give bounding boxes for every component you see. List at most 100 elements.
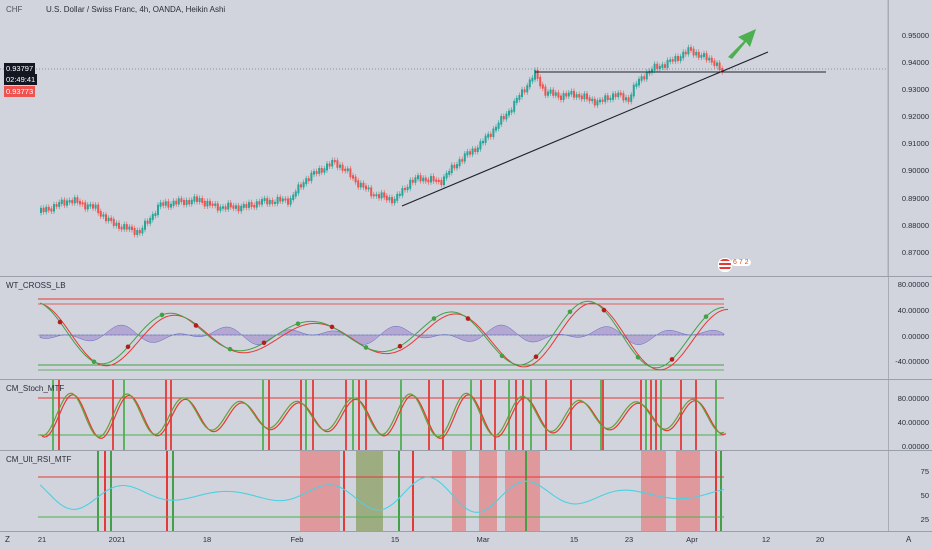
stoch-k-line [39,392,725,438]
time-axis-separator [0,531,932,532]
event-badge[interactable]: 6 7 2 [718,258,760,272]
candle [354,176,357,183]
candle [294,191,297,197]
candle [510,109,513,113]
candle [547,91,549,96]
candle [437,179,440,183]
candle [362,182,365,188]
candle [651,68,653,73]
candle [656,63,659,70]
wt-plot[interactable]: WT_CROSS_LB [0,277,888,379]
candle [625,97,627,101]
candle [721,68,724,73]
candle [422,177,425,182]
wt-cross-pane[interactable]: WT_CROSS_LB 80.00000 40.00000 0.00000 -4… [0,277,932,379]
candle [526,85,529,93]
stoch-plot[interactable]: CM_Stoch_MTF [0,380,888,450]
candle [383,192,386,198]
rsi-axis[interactable]: 75 50 25 [888,451,932,531]
candle [487,133,490,138]
candle [635,83,638,87]
time-label: 20 [815,535,825,544]
rsi-pane[interactable]: CM_Ult_RSI_MTF 75 50 25 [0,451,932,531]
candle [250,202,253,207]
candle [266,198,269,205]
candle [73,197,76,204]
stoch-signal-bar [300,380,302,450]
wt-cross-dot [533,354,539,360]
candle [276,196,279,204]
candle [344,168,347,172]
candle [523,89,526,93]
candle [349,168,352,178]
candle [643,76,646,80]
candle [55,204,58,207]
candle [84,202,87,210]
candle [677,55,679,61]
time-label: 15 [390,535,400,544]
wt-label[interactable]: WT_CROSS_LB [6,281,66,290]
pane-separator[interactable] [0,276,932,277]
chart-title[interactable]: U.S. Dollar / Swiss Franc, 4h, OANDA, He… [46,5,226,14]
candle [409,179,412,189]
wt-cross-dot [431,316,437,321]
stoch-pane[interactable]: CM_Stoch_MTF 80.00000 40.00000 0.00000 [0,380,932,451]
candle [666,59,669,68]
candle [370,187,373,197]
candle [687,47,690,55]
corner-left[interactable]: Z [5,535,10,544]
stoch-signal-bar [530,380,532,450]
candle [235,205,237,209]
candle [562,93,565,100]
wt-histogram [39,324,725,346]
candle [183,199,185,205]
pane-separator[interactable] [0,450,932,451]
candle [578,94,581,98]
candle [674,55,677,62]
symbol-short[interactable]: CHF [6,5,23,14]
countdown-tag: 02:49:41 [4,74,38,85]
candle [440,180,443,186]
main-price-pane[interactable]: CHF U.S. Dollar / Swiss Franc, 4h, OANDA… [0,0,932,276]
stoch-label[interactable]: CM_Stoch_MTF [6,384,65,393]
candle [86,204,89,210]
rsi-plot[interactable]: CM_Ult_RSI_MTF [0,451,888,531]
candle [50,208,53,212]
stoch-signal-bar [602,380,604,450]
candle [461,159,464,162]
rsi-label[interactable]: CM_Ult_RSI_MTF [6,455,72,464]
stoch-axis[interactable]: 80.00000 40.00000 0.00000 [888,380,932,451]
candle [151,214,154,220]
time-axis[interactable]: Z 21 2021 18 Feb 15 Mar 15 23 Apr 12 20 … [0,532,932,550]
stoch-tick: 40.00000 [897,418,929,427]
candle [209,200,211,206]
price-tick: 0.88000 [901,221,929,230]
candle [419,175,422,182]
candle [544,86,547,96]
stoch-signal-bar [428,380,430,450]
pane-separator[interactable] [0,379,932,380]
candle [588,97,591,102]
candle [554,92,557,96]
candle [398,193,401,196]
candle [193,196,196,202]
candle [115,222,118,226]
candle [214,203,217,206]
candle [638,78,640,86]
price-plot[interactable]: CHF U.S. Dollar / Swiss Franc, 4h, OANDA… [0,0,888,276]
wt-axis[interactable]: 80.00000 40.00000 0.00000 -40.00000 [888,277,932,379]
wt-cross-dot [329,324,335,330]
stoch-signal-bar [494,380,496,450]
candle [443,176,445,186]
candle [697,51,700,58]
candle [718,62,721,71]
candle [669,59,672,62]
wt-chart-svg [38,298,729,371]
candle [591,98,594,102]
candle [118,222,120,229]
auto-scale-toggle[interactable]: A [906,535,912,544]
candle [307,178,310,182]
price-axis[interactable]: 0.95000 0.94000 0.93000 0.92000 0.91000 0.900… [888,0,932,276]
candle [653,63,656,71]
rsi-tick: 50 [920,491,929,500]
